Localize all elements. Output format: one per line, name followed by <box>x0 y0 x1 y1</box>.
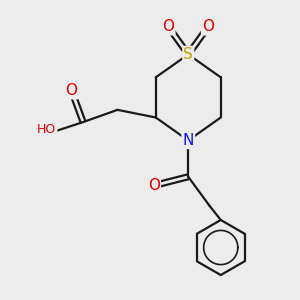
Text: O: O <box>202 20 214 34</box>
Text: O: O <box>162 20 174 34</box>
Text: S: S <box>183 47 193 62</box>
Text: N: N <box>183 133 194 148</box>
Text: O: O <box>66 83 78 98</box>
Text: O: O <box>148 178 160 193</box>
Text: HO: HO <box>37 123 56 136</box>
